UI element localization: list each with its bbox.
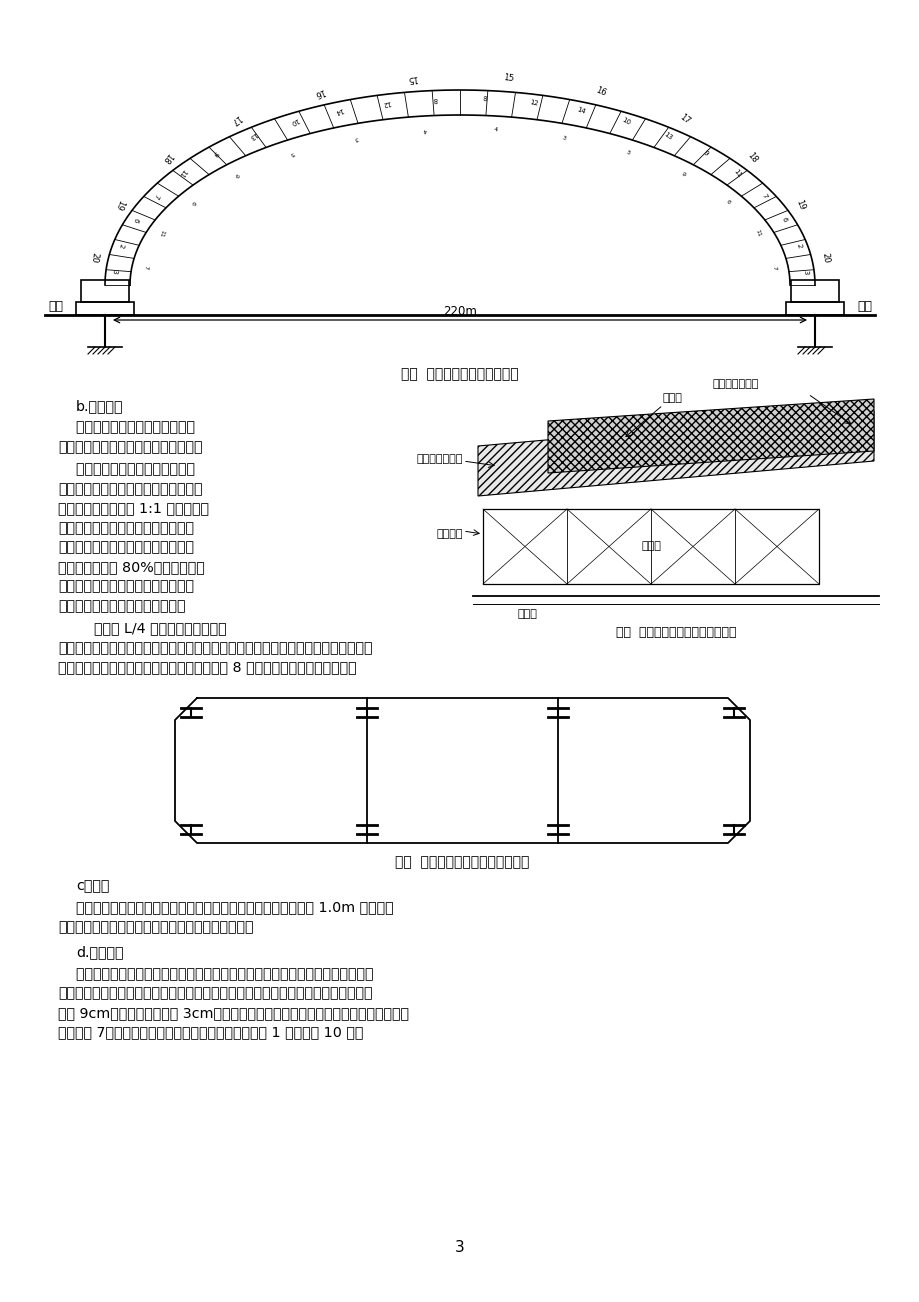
Bar: [482, 509, 818, 585]
Text: 11: 11: [732, 168, 742, 178]
Text: 混凝土强度达到 80%后方可灸筑，: 混凝土强度达到 80%后方可灸筑，: [58, 560, 205, 574]
Text: 5: 5: [289, 150, 294, 156]
Text: 15: 15: [502, 73, 514, 83]
Text: 16: 16: [594, 86, 607, 98]
Text: 19: 19: [113, 198, 125, 212]
Text: 分段混凝土均灸注完毕，且其相邻段: 分段混凝土均灸注完毕，且其相邻段: [58, 540, 194, 555]
Text: 220m: 220m: [443, 305, 476, 318]
Text: 图五  拱圈浇筑分段示意图（局部）: 图五 拱圈浇筑分段示意图（局部）: [615, 626, 735, 639]
Text: 8: 8: [432, 96, 437, 102]
Text: 20: 20: [89, 251, 99, 263]
Text: 军用架: 军用架: [641, 542, 660, 552]
Text: 7: 7: [152, 193, 159, 199]
Text: 拱圈预留间隔槽中混凝土，待所有各: 拱圈预留间隔槽中混凝土，待所有各: [58, 521, 194, 535]
Text: 10: 10: [289, 116, 299, 126]
Text: 图四  拱圈浇筑节段划分示意图: 图四 拱圈浇筑节段划分示意图: [401, 367, 518, 381]
Text: 17: 17: [677, 112, 691, 126]
Text: 16: 16: [312, 86, 325, 98]
Text: 残留混凝土清理干净后绑扎钉筋。: 残留混凝土清理干净后绑扎钉筋。: [58, 599, 186, 613]
Text: 主拱圈分段浇筑: 主拱圈分段浇筑: [416, 454, 462, 464]
Text: 7: 7: [770, 266, 776, 270]
Text: 6: 6: [189, 199, 196, 204]
Bar: [785, 302, 843, 315]
Text: 11: 11: [754, 229, 761, 238]
Text: 图六  拱段间隔槽增加防滑工字钉图: 图六 拱段间隔槽增加防滑工字钉图: [395, 855, 529, 868]
Text: 2: 2: [794, 242, 801, 249]
Text: 9: 9: [700, 150, 708, 156]
Text: 5: 5: [625, 150, 630, 156]
Text: 军用崩: 军用崩: [517, 609, 538, 618]
Text: 7: 7: [760, 193, 767, 199]
Text: 3: 3: [111, 270, 118, 275]
Text: 7: 7: [143, 266, 149, 270]
Bar: [81, 280, 129, 302]
Text: 并用水湿润再布薄层 1:1 水泥砂浆；: 并用水湿润再布薄层 1:1 水泥砂浆；: [58, 501, 209, 516]
Text: 的新旧混凝土接合处凿毛，冲刷干净，: 的新旧混凝土接合处凿毛，冲刷干净，: [58, 482, 202, 496]
Text: 拱座: 拱座: [857, 301, 871, 314]
Text: 全截面一次合龙成拱。合龙段混凝土掺加微膨胀剂。: 全截面一次合龙成拱。合龙段混凝土掺加微膨胀剂。: [58, 921, 254, 934]
Text: 对称见图 7。卸落操作最少两个工作班组，每个卸落点 1 人即每班 10 人。: 对称见图 7。卸落操作最少两个工作班组，每个卸落点 1 人即每班 10 人。: [58, 1026, 363, 1039]
Text: 采用碗扎支架顶端可调托撑卸架装置，分次分批顺序卸落。施工支架总卸落量由: 采用碗扎支架顶端可调托撑卸架装置，分次分批顺序卸落。施工支架总卸落量由: [58, 967, 373, 980]
Text: 18: 18: [745, 151, 759, 165]
Text: 19: 19: [794, 198, 806, 212]
Text: 13: 13: [662, 130, 673, 141]
Text: 20: 20: [820, 251, 830, 263]
Text: 间隔槽: 间隔槽: [663, 393, 682, 404]
Text: 灸筑前将分段混凝土表面凿毛冲净，: 灸筑前将分段混凝土表面凿毛冲净，: [58, 579, 194, 594]
Text: 2: 2: [118, 242, 125, 249]
Text: 18: 18: [160, 151, 174, 165]
Text: 4: 4: [422, 128, 426, 133]
Text: 拱脚至 L/4 截面，由于拱轴线的: 拱脚至 L/4 截面，由于拱轴线的: [76, 621, 226, 635]
Text: 碗扎支架: 碗扎支架: [436, 529, 462, 539]
Text: 9: 9: [233, 172, 240, 178]
Text: 15: 15: [405, 73, 417, 83]
Text: 9: 9: [679, 172, 686, 178]
Text: 落量 9cm，分三次每次卸落 3cm，拱架卸落顺序为横桥向同步，顺桥向从拱顶到拱脚: 落量 9cm，分三次每次卸落 3cm，拱架卸落顺序为横桥向同步，顺桥向从拱顶到拱…: [58, 1006, 409, 1019]
Polygon shape: [478, 411, 873, 496]
Bar: [76, 302, 134, 315]
Text: c．合龙: c．合龙: [76, 879, 109, 893]
Text: 槽）预埋工字鑉的方法解决，每个间隔槽预埋 8 根工字鑉，具体情况见图六。: 槽）预埋工字鑉的方法解决，每个间隔槽预埋 8 根工字鑉，具体情况见图六。: [58, 660, 357, 674]
Text: 拱座: 拱座: [48, 301, 62, 314]
Text: 3: 3: [561, 134, 566, 141]
Text: 14: 14: [334, 105, 344, 115]
Text: 拱顶方向推进、上下分层的方法浇注。: 拱顶方向推进、上下分层的方法浇注。: [58, 440, 202, 454]
Text: 采用拱脚合龙方式，半幅桥两拱脚浇注段与拱跨浇注段间各预留 1.0m 合龙段，: 采用拱脚合龙方式，半幅桥两拱脚浇注段与拱跨浇注段间各预留 1.0m 合龙段，: [58, 901, 393, 914]
Text: 6: 6: [131, 216, 139, 223]
Text: 12: 12: [528, 99, 538, 107]
Text: 6: 6: [723, 199, 730, 204]
Text: 10: 10: [620, 116, 630, 126]
Text: 14: 14: [575, 105, 585, 115]
Text: 17: 17: [228, 112, 242, 126]
Text: 8: 8: [482, 96, 487, 102]
Text: 3: 3: [353, 134, 358, 141]
Text: 3: 3: [455, 1240, 464, 1255]
Text: 4: 4: [493, 128, 497, 133]
Polygon shape: [548, 398, 873, 473]
Text: 11: 11: [177, 168, 187, 178]
Text: b.操作要点: b.操作要点: [76, 398, 123, 413]
Text: 主拱圈分段浇筑: 主拱圈分段浇筑: [712, 379, 758, 389]
Text: 6: 6: [780, 216, 788, 223]
Bar: [790, 280, 838, 302]
Text: 浇注拱脚混凝土前，将其与拱座: 浇注拱脚混凝土前，将其与拱座: [58, 462, 195, 477]
Text: 两部分组成，即主拱圈裸拱的弹性变形量与拱架的弹性变形量之和，计算拱顶最大卸: 两部分组成，即主拱圈裸拱的弹性变形量与拱架的弹性变形量之和，计算拱顶最大卸: [58, 987, 372, 1000]
Text: 12: 12: [381, 99, 391, 107]
Text: 倾角较大，拱段自重将导致下滑分力，拱段防滑措施主要在上、下两拱段之间（间隔: 倾角较大，拱段自重将导致下滑分力，拱段防滑措施主要在上、下两拱段之间（间隔: [58, 641, 372, 655]
Text: 9: 9: [211, 150, 219, 156]
Text: 3: 3: [801, 270, 808, 275]
Text: 混凝土浇注时采取水平移动，向: 混凝土浇注时采取水平移动，向: [58, 421, 195, 435]
Text: d.支架卸落: d.支架卸落: [76, 945, 123, 960]
Text: 11: 11: [158, 229, 165, 238]
Text: 13: 13: [246, 130, 257, 141]
